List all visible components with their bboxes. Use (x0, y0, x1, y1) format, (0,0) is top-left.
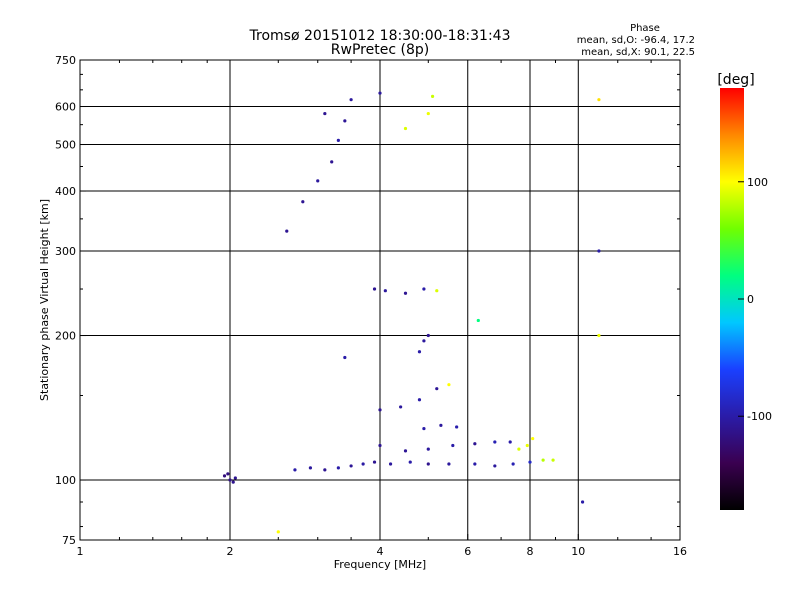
data-point (435, 289, 439, 293)
data-point (222, 474, 227, 478)
data-point (422, 287, 426, 291)
data-point (451, 443, 455, 448)
y-tick-label: 200 (55, 330, 76, 343)
chart-subtitle: RwPretec (8p) (331, 42, 429, 58)
data-point (597, 249, 601, 253)
y-tick-label: 300 (55, 245, 76, 258)
data-point (399, 405, 403, 409)
x-axis-ticks: 1 2 4 6 8 10 16 (77, 60, 687, 558)
data-point (343, 355, 347, 360)
colorbar-tick-label: -100 (747, 410, 772, 423)
data-point (426, 462, 430, 466)
data-point (417, 350, 422, 354)
data-point (301, 200, 305, 204)
data-point (447, 383, 451, 387)
data-point (349, 98, 353, 102)
data-point (517, 447, 521, 451)
data-point (531, 436, 535, 441)
data-point (378, 408, 382, 412)
y-tick-label: 500 (55, 139, 76, 152)
data-point (426, 447, 430, 451)
data-point (378, 91, 382, 95)
chart-title: Tromsø 20151012 18:30:00-18:31:43 (249, 28, 511, 44)
x-tick-label: 6 (464, 545, 471, 558)
data-point (388, 462, 393, 466)
data-point (597, 98, 601, 102)
x-tick-label: 10 (571, 545, 585, 558)
y-tick-label: 100 (55, 474, 76, 487)
data-point (378, 443, 382, 448)
data-point (580, 500, 585, 504)
data-point (473, 442, 477, 446)
stats-heading: Phase (630, 23, 660, 34)
data-point (403, 126, 408, 131)
x-tick-label: 1 (77, 545, 84, 558)
data-point (403, 449, 408, 453)
data-point (426, 333, 430, 338)
data-point (435, 387, 439, 391)
data-point (343, 119, 347, 123)
data-point (408, 460, 412, 464)
colorbar-label: [deg] (717, 72, 754, 88)
data-point (525, 443, 529, 448)
x-tick-label: 16 (673, 545, 687, 558)
data-point (316, 179, 320, 183)
data-point (383, 289, 387, 293)
data-point (361, 462, 365, 466)
colorbar-tick-label: 0 (747, 293, 754, 306)
y-tick-label: 750 (55, 54, 76, 67)
data-point (528, 460, 532, 464)
data-point (285, 229, 289, 233)
data-point (403, 291, 408, 295)
data-points (222, 91, 601, 534)
data-point (336, 466, 340, 470)
stats-line-x: mean, sd,X: 90.1, 22.5 (581, 47, 695, 58)
data-point (493, 440, 497, 444)
data-point (541, 458, 545, 462)
data-point (233, 476, 237, 480)
data-point (276, 530, 280, 534)
data-point (439, 423, 443, 427)
data-point (372, 460, 377, 464)
data-point (422, 339, 426, 343)
data-point (447, 462, 451, 466)
data-point (473, 462, 477, 466)
data-point (455, 425, 459, 429)
y-tick-label: 75 (62, 534, 76, 547)
data-point (551, 458, 555, 462)
data-point (336, 138, 340, 142)
x-axis-label: Frequency [MHz] (334, 558, 426, 571)
data-point (308, 466, 313, 470)
grid-lines (80, 60, 680, 540)
data-point (323, 111, 327, 116)
y-axis-label: Stationary phase Virtual Height [km] (38, 199, 51, 401)
stats-line-o: mean, sd,O: -96.4, 17.2 (577, 35, 695, 46)
data-point (430, 94, 435, 98)
data-point (511, 462, 515, 466)
data-point (476, 318, 480, 323)
data-point (323, 468, 327, 472)
y-tick-label: 400 (55, 185, 76, 198)
x-tick-label: 4 (377, 545, 384, 558)
data-point (226, 472, 230, 476)
colorbar-tick-label: 100 (747, 176, 768, 189)
y-axis-ticks: 75 100 200 300 400 500 600 750 (55, 54, 680, 547)
colorbar-ticks: 100 0 -100 (738, 176, 772, 423)
x-tick-label: 2 (227, 545, 234, 558)
data-point (231, 480, 235, 484)
x-tick-label: 8 (527, 545, 534, 558)
data-point (349, 464, 353, 468)
data-point (493, 464, 497, 468)
data-point (372, 287, 377, 291)
data-point (508, 440, 512, 444)
y-tick-label: 600 (55, 101, 76, 114)
data-point (597, 333, 601, 338)
data-point (422, 426, 426, 431)
data-point (293, 468, 297, 472)
data-point (426, 111, 430, 116)
data-point (228, 478, 232, 482)
data-point (330, 160, 334, 164)
data-point (417, 398, 422, 402)
